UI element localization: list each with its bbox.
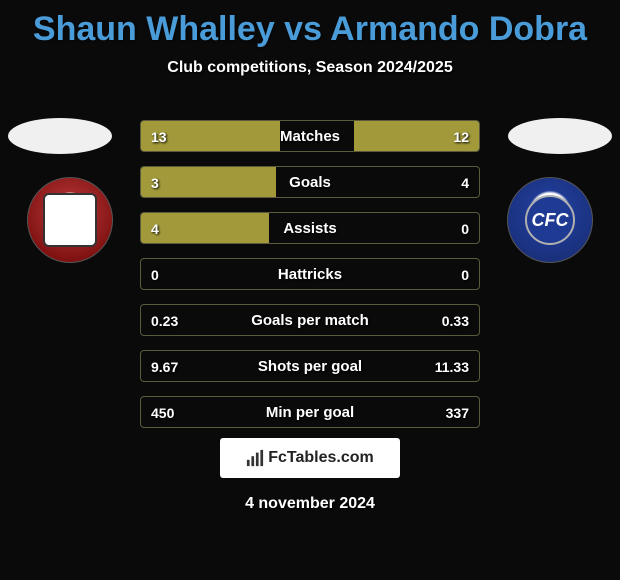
stat-label: Assists (141, 213, 479, 243)
stat-value-right: 11.33 (435, 351, 469, 381)
player-photo-left (8, 118, 112, 154)
stat-row: 0.23Goals per match0.33 (140, 304, 480, 336)
brand-text: FcTables.com (268, 449, 374, 467)
comparison-title: Shaun Whalley vs Armando Dobra (0, 0, 620, 49)
club-badge-left (20, 177, 120, 262)
chart-icon (246, 449, 264, 467)
stat-label: Matches (141, 121, 479, 151)
stat-label: Goals (141, 167, 479, 197)
club-badge-right: CFC (500, 177, 600, 262)
stats-block: 13Matches123Goals44Assists00Hattricks00.… (140, 120, 480, 442)
stat-value-right: 0 (461, 259, 469, 289)
stat-label: Min per goal (141, 397, 479, 427)
badge-right-inner: CFC (525, 195, 575, 245)
stat-value-right: 12 (453, 121, 469, 151)
stat-row: 0Hattricks0 (140, 258, 480, 290)
stat-row: 450Min per goal337 (140, 396, 480, 428)
stat-label: Goals per match (141, 305, 479, 335)
stat-row: 3Goals4 (140, 166, 480, 198)
stat-value-right: 0.33 (442, 305, 469, 335)
stat-value-right: 337 (446, 397, 469, 427)
stat-row: 9.67Shots per goal11.33 (140, 350, 480, 382)
stat-row: 13Matches12 (140, 120, 480, 152)
brand-badge: FcTables.com (220, 438, 400, 478)
stat-row: 4Assists0 (140, 212, 480, 244)
badge-right-circle: CFC (507, 177, 593, 263)
badge-left-circle (27, 177, 113, 263)
stat-value-right: 0 (461, 213, 469, 243)
stat-value-right: 4 (461, 167, 469, 197)
badge-left-inner (43, 193, 97, 247)
stat-label: Hattricks (141, 259, 479, 289)
comparison-subtitle: Club competitions, Season 2024/2025 (0, 59, 620, 77)
stat-label: Shots per goal (141, 351, 479, 381)
comparison-date: 4 november 2024 (0, 495, 620, 513)
player-photo-right (508, 118, 612, 154)
